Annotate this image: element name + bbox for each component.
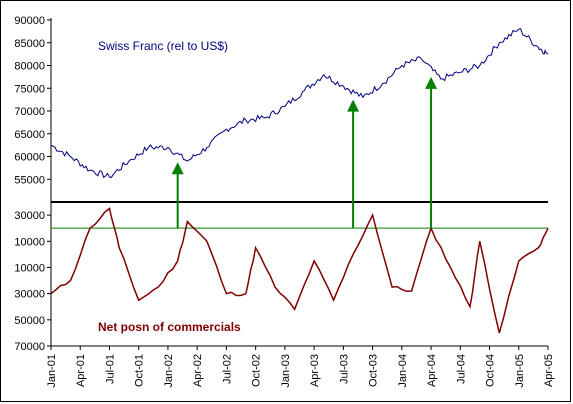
x-tick-label: Apr-04 bbox=[426, 354, 438, 387]
upper-y-tick-label: 55000 bbox=[14, 174, 45, 186]
x-tick-label: Jan-05 bbox=[514, 354, 526, 388]
x-tick-label: Oct-04 bbox=[485, 354, 497, 387]
x-tick-label: Jan-04 bbox=[397, 354, 409, 388]
upper-y-tick-label: 85000 bbox=[14, 38, 45, 50]
lower-y-tick-label: 10000 bbox=[14, 262, 45, 274]
x-tick-label: Apr-05 bbox=[543, 354, 555, 387]
upper-y-tick-label: 80000 bbox=[14, 61, 45, 73]
x-tick-label: Apr-03 bbox=[309, 354, 321, 387]
x-tick-label: Jul-03 bbox=[338, 354, 350, 384]
swiss-franc-line bbox=[50, 28, 549, 179]
x-tick-label: Jan-01 bbox=[46, 354, 58, 388]
x-tick-label: Jul-04 bbox=[455, 354, 467, 384]
lower-series-label: Net posn of commercials bbox=[98, 320, 241, 334]
lower-y-tick-label: 50000 bbox=[14, 315, 45, 327]
lower-y-tick-labels: 30000 10000 10000 30000 50000 70000 bbox=[14, 210, 45, 353]
lower-y-tick-label: 30000 bbox=[14, 210, 45, 222]
upper-y-tick-label: 75000 bbox=[14, 83, 45, 95]
lower-y-tick-label: 70000 bbox=[14, 341, 45, 353]
x-tick-label: Oct-02 bbox=[251, 354, 263, 387]
lower-y-tick-label: 10000 bbox=[14, 236, 45, 248]
x-tick-label: Jan-03 bbox=[280, 354, 292, 388]
upper-y-tick-label: 60000 bbox=[14, 152, 45, 164]
x-tick-label: Oct-01 bbox=[134, 354, 146, 387]
upper-y-tick-label: 90000 bbox=[14, 15, 45, 27]
arrow-head bbox=[171, 162, 184, 175]
x-tick-label: Apr-01 bbox=[75, 354, 87, 387]
x-tick-label: Jul-02 bbox=[221, 354, 233, 384]
upper-y-tick-label: 65000 bbox=[14, 129, 45, 141]
upper-series-label: Swiss Franc (rel to US$) bbox=[98, 39, 228, 53]
upper-y-tick-labels: 90000 85000 80000 75000 70000 65000 60000 55000 bbox=[14, 15, 45, 186]
net-position-line bbox=[50, 207, 549, 334]
arrow-head bbox=[425, 76, 438, 89]
arrow-head bbox=[347, 99, 360, 112]
upper-y-tick-label: 70000 bbox=[14, 106, 45, 118]
x-tick-label: Apr-02 bbox=[192, 354, 204, 387]
x-tick-label: Jan-02 bbox=[163, 354, 175, 388]
x-tick-labels: Jan-01 Apr-01 Jul-01 Oct-01 Jan-02 Apr-02 Jul-… bbox=[46, 354, 555, 388]
x-tick-label: Oct-03 bbox=[368, 354, 380, 387]
axes bbox=[47, 18, 549, 350]
x-tick-label: Jul-01 bbox=[104, 354, 116, 384]
series bbox=[50, 28, 549, 334]
arrows bbox=[171, 76, 438, 229]
lower-y-tick-label: 30000 bbox=[14, 289, 45, 301]
